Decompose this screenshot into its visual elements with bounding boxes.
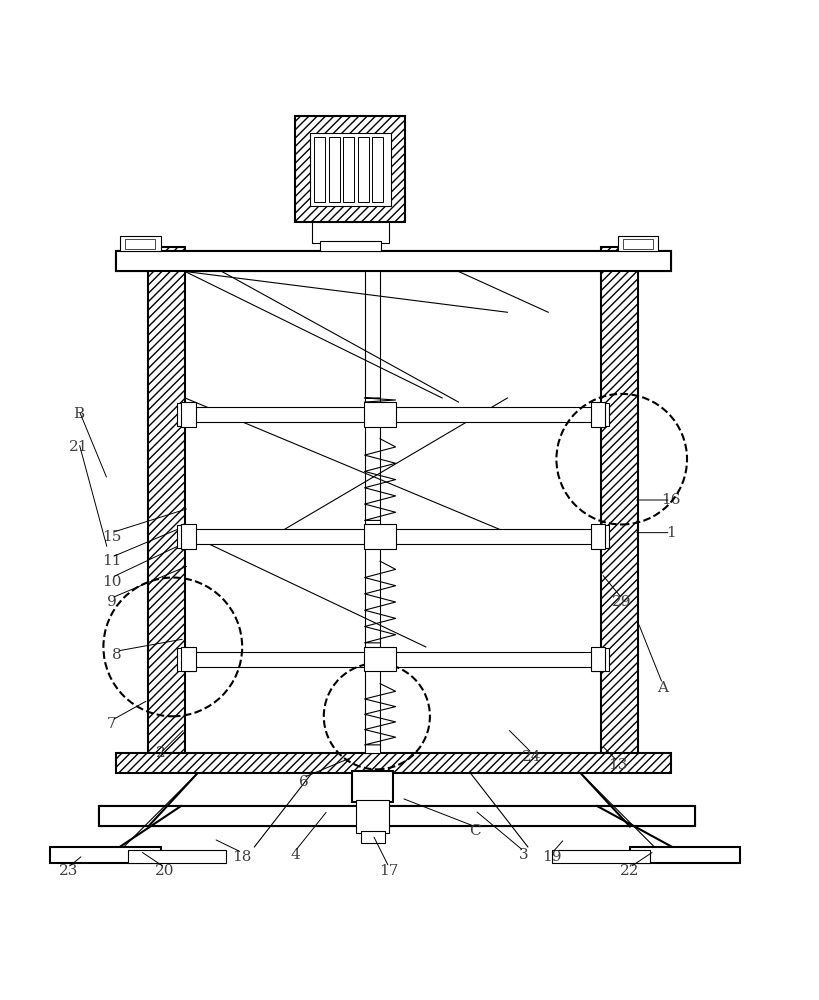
Text: 29: 29	[612, 595, 631, 609]
Bar	[314, 137, 325, 202]
Bar	[99, 806, 695, 826]
Bar	[128, 850, 226, 863]
Bar	[328, 137, 340, 202]
Text: 3: 3	[519, 848, 528, 862]
Bar	[311, 222, 389, 243]
Bar	[552, 850, 650, 863]
Text: 19: 19	[543, 850, 562, 864]
Bar	[364, 647, 396, 671]
Bar	[630, 847, 740, 863]
Text: 17: 17	[379, 864, 399, 878]
Bar	[181, 524, 196, 549]
Text: 9: 9	[106, 595, 116, 609]
Bar	[364, 524, 396, 549]
Bar	[115, 753, 671, 773]
Text: B: B	[74, 407, 84, 421]
Text: 1: 1	[666, 526, 676, 540]
Bar	[319, 241, 381, 251]
Bar	[360, 831, 385, 843]
Bar	[365, 271, 380, 753]
Text: 24: 24	[523, 750, 541, 764]
Bar	[590, 402, 605, 427]
Bar	[99, 806, 695, 826]
Text: 15: 15	[102, 530, 121, 544]
Text: 4: 4	[291, 848, 300, 862]
Text: C: C	[469, 824, 481, 838]
Bar	[181, 402, 196, 427]
Text: 18: 18	[233, 850, 252, 864]
Bar	[185, 652, 601, 667]
Bar	[177, 648, 195, 671]
Bar	[356, 800, 389, 833]
Bar	[120, 236, 161, 251]
Bar	[185, 529, 601, 544]
Text: 21: 21	[69, 440, 88, 454]
Bar	[177, 525, 195, 548]
Bar	[364, 402, 396, 427]
Bar	[148, 247, 185, 761]
Bar	[591, 648, 609, 671]
Bar	[115, 251, 671, 271]
Bar	[591, 403, 609, 426]
Text: 6: 6	[298, 775, 308, 789]
Bar	[623, 239, 653, 249]
Text: 2: 2	[156, 746, 165, 760]
Text: 20: 20	[155, 864, 174, 878]
Text: 23: 23	[59, 864, 78, 878]
Bar	[181, 647, 196, 671]
Text: 16: 16	[661, 493, 681, 507]
Bar	[343, 137, 355, 202]
Bar	[50, 847, 161, 863]
Bar	[177, 403, 195, 426]
Bar	[352, 771, 393, 802]
Text: A: A	[657, 681, 668, 695]
Text: 7: 7	[106, 717, 116, 731]
Text: 13: 13	[608, 758, 627, 772]
Text: 22: 22	[620, 864, 640, 878]
Bar	[591, 525, 609, 548]
Text: 11: 11	[102, 554, 121, 568]
Text: 8: 8	[112, 648, 122, 662]
Bar	[601, 247, 638, 761]
Bar	[295, 116, 405, 222]
Text: 10: 10	[102, 575, 121, 589]
Bar	[185, 407, 601, 422]
Bar	[115, 251, 671, 271]
Bar	[358, 137, 369, 202]
Bar	[310, 133, 391, 206]
Bar	[590, 647, 605, 671]
Bar	[590, 524, 605, 549]
Bar	[372, 137, 383, 202]
Bar	[125, 239, 155, 249]
Bar	[618, 236, 658, 251]
